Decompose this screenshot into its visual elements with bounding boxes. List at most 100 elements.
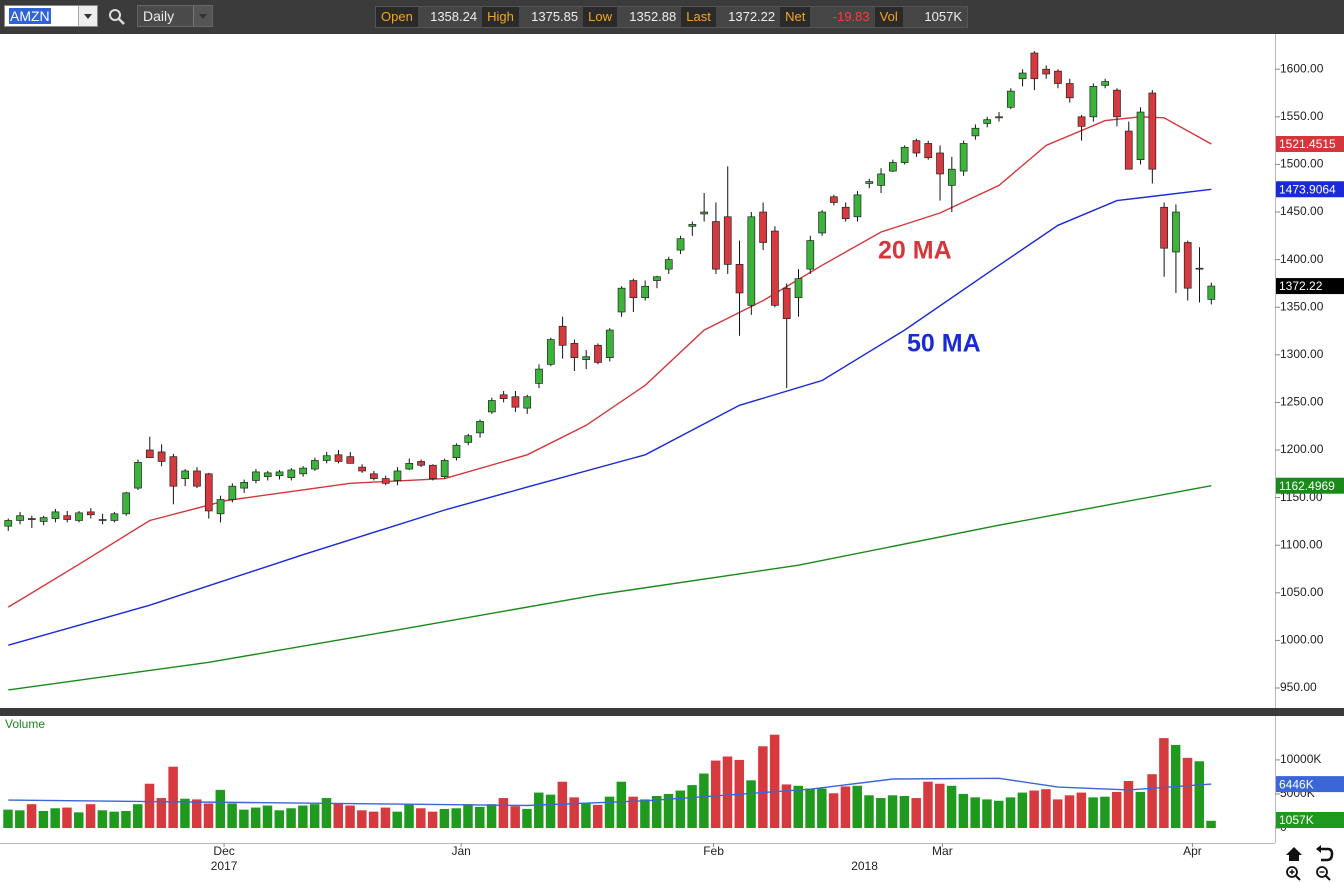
- back-button[interactable]: [1316, 845, 1334, 862]
- volume-bar: [1017, 792, 1028, 828]
- candle-body: [558, 325, 567, 346]
- volume-bar: [769, 734, 780, 828]
- volume-last-label-bg: [1276, 812, 1344, 828]
- candle-body: [476, 421, 484, 434]
- candle-body: [464, 435, 473, 443]
- y-tick-label: 1600.00: [1280, 61, 1324, 75]
- volume-bar: [699, 773, 709, 828]
- volume-bar: [1147, 774, 1157, 828]
- candle-body: [75, 512, 83, 521]
- last-price-bg: [1276, 278, 1344, 295]
- volume-bar: [439, 808, 450, 828]
- candle-body: [1195, 267, 1204, 270]
- volume-bar: [333, 803, 344, 828]
- candle-body: [818, 211, 826, 234]
- quote-value: 1372.22: [715, 7, 781, 27]
- candle-body: [1124, 130, 1133, 170]
- volume-bar: [675, 790, 686, 828]
- quote-value: 1358.24: [417, 7, 483, 27]
- candle-body: [830, 196, 838, 203]
- y-tick-label: 1050.00: [1280, 585, 1324, 599]
- candle-body: [452, 444, 461, 458]
- search-button[interactable]: [108, 8, 126, 26]
- y-tick-label: 1500.00: [1280, 157, 1324, 171]
- candle-body: [86, 511, 95, 516]
- candle-body: [193, 470, 201, 487]
- volume-bar: [1041, 789, 1051, 828]
- volume-bar: [958, 793, 969, 828]
- candle-body: [841, 206, 850, 220]
- volume-bar: [687, 785, 697, 828]
- candle-body: [169, 456, 178, 487]
- candle-body: [605, 329, 614, 359]
- volume-bar: [203, 803, 214, 828]
- candle-body: [405, 462, 414, 470]
- candle-body: [393, 470, 402, 481]
- volume-bar: [1194, 761, 1205, 828]
- y-tick-label: 1000.00: [1280, 633, 1324, 647]
- x-tick-label: Apr: [1183, 844, 1202, 858]
- last-price: 1372.22: [1279, 279, 1323, 293]
- candle-body: [1030, 52, 1039, 80]
- candle-body: [959, 143, 968, 172]
- candle-body: [523, 396, 532, 409]
- volume-bar: [298, 805, 308, 828]
- candle-body: [700, 211, 708, 215]
- candle-body: [252, 471, 260, 481]
- volume-bar: [262, 805, 273, 828]
- zoom-in-button[interactable]: [1286, 866, 1301, 881]
- volume-bar: [994, 800, 1004, 828]
- volume-bar: [982, 799, 992, 828]
- volume-average-line: [8, 777, 1212, 807]
- volume-bar: [50, 808, 60, 828]
- candle-body: [334, 454, 343, 462]
- volume-bar: [840, 786, 851, 828]
- symbol-text: AMZN: [9, 8, 51, 24]
- candle-body: [275, 471, 284, 477]
- volume-bar: [392, 811, 402, 828]
- interval-text: Daily: [143, 8, 175, 24]
- candle-body: [1113, 89, 1121, 118]
- ma-last-value-bg: [1276, 181, 1344, 198]
- volume-bar: [309, 804, 320, 828]
- x-tick-label: Jan: [451, 844, 470, 858]
- volume-bar: [380, 807, 391, 828]
- volume-bar: [156, 798, 167, 828]
- candle-body: [39, 517, 48, 522]
- candle-body: [1207, 285, 1216, 300]
- quote-value: 1057K: [902, 7, 967, 27]
- zoom-out-button[interactable]: [1316, 866, 1331, 881]
- volume-bar: [887, 795, 898, 828]
- volume-bar: [62, 807, 72, 828]
- symbol-input[interactable]: AMZN: [4, 5, 98, 27]
- candle-body: [216, 499, 225, 515]
- symbol-dropdown[interactable]: [78, 6, 97, 26]
- toolbar: AMZN Daily Open 1358.24 High 1375.85 Low 1352…: [0, 0, 1344, 34]
- volume-bar: [97, 810, 108, 828]
- quote-label: Vol: [874, 7, 903, 27]
- interval-dropdown[interactable]: [193, 6, 212, 26]
- candle-body: [134, 462, 142, 489]
- ma-last-value-bg: [1276, 135, 1344, 152]
- candle-body: [877, 173, 885, 186]
- candle-body: [487, 400, 496, 413]
- candle-body: [794, 278, 803, 299]
- ma-line: [8, 485, 1212, 691]
- volume-bar: [3, 809, 13, 828]
- ma-annotation: 50 MA: [907, 330, 981, 358]
- volume-bar: [215, 789, 226, 828]
- ma-line: [7, 116, 1212, 608]
- volume-bar: [1206, 820, 1216, 828]
- ma-annotation: 20 MA: [878, 237, 952, 265]
- quote-value: 1352.88: [616, 7, 682, 27]
- candle-body: [747, 216, 756, 306]
- candle-body: [429, 464, 437, 479]
- candle-body: [27, 518, 36, 520]
- interval-select[interactable]: Daily: [137, 5, 213, 27]
- x-year-label: 2017: [211, 859, 238, 873]
- volume-average-label: 6446K: [1279, 777, 1314, 791]
- home-button[interactable]: [1286, 847, 1302, 861]
- volume-bar: [1064, 795, 1075, 828]
- candle-body: [723, 216, 732, 265]
